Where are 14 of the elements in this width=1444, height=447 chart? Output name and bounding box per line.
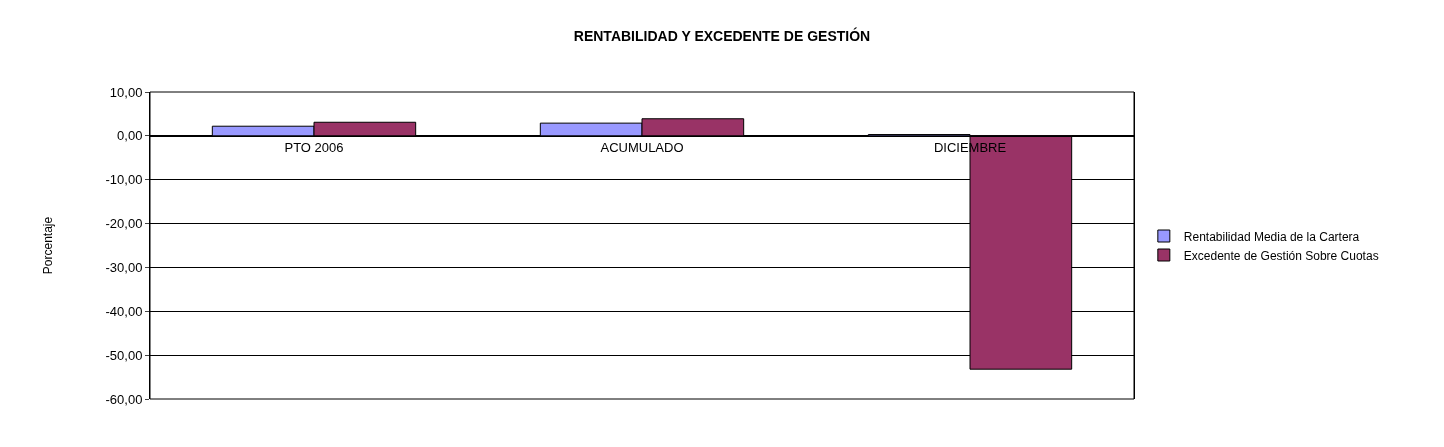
y-axis-title: Porcentaje — [40, 216, 55, 275]
y-tick-label: -40,00 — [105, 303, 143, 319]
y-tick-label: -10,00 — [105, 172, 143, 188]
y-tick-label: -20,00 — [105, 216, 143, 232]
legend-label: Excedente de Gestión Sobre Cuotas — [1183, 248, 1379, 263]
x-tick-label: PTO 2006 — [284, 140, 344, 156]
y-tick-label: 10,00 — [109, 84, 143, 100]
y-tick-label: -30,00 — [105, 259, 143, 275]
y-tick-label: -50,00 — [105, 347, 143, 363]
chart-title: RENTABILIDAD Y EXCEDENTE DE GESTIÓN — [573, 27, 871, 45]
y-tick-label: 0,00 — [117, 128, 143, 144]
legend-label: Rentabilidad Media de la Cartera — [1183, 229, 1360, 244]
y-tick-label: -60,00 — [105, 391, 143, 407]
x-tick-label: ACUMULADO — [600, 140, 684, 156]
